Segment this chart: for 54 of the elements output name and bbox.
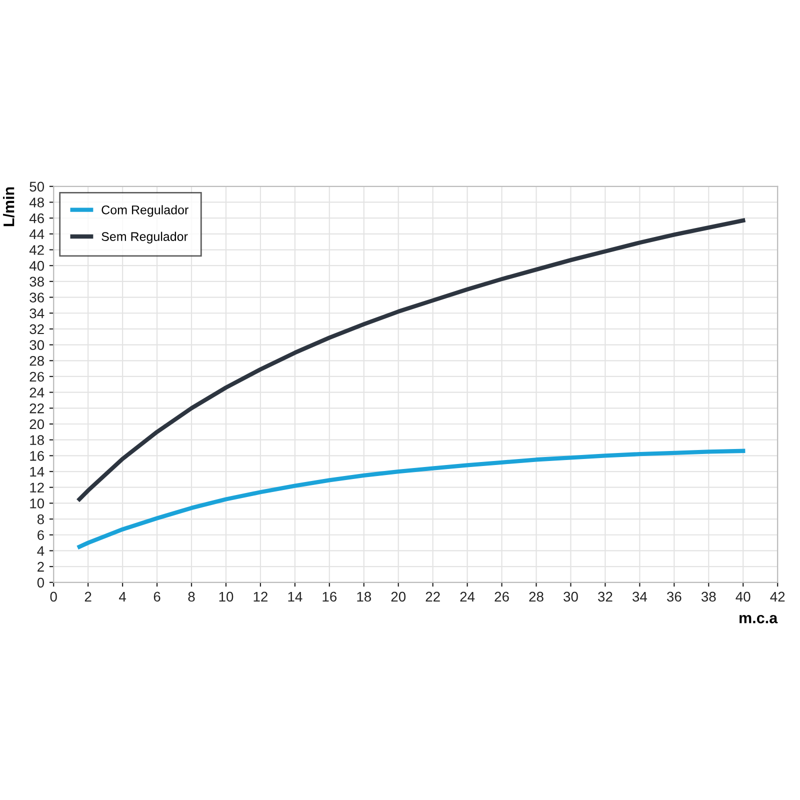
- y-tick-label: 8: [37, 514, 44, 524]
- x-tick-label: 14: [288, 592, 302, 602]
- x-tick-label: 18: [357, 592, 372, 602]
- y-tick-label: 12: [30, 482, 44, 492]
- x-tick-label: 20: [391, 592, 406, 602]
- y-tick-label: 48: [29, 198, 44, 208]
- y-tick-label: 20: [30, 419, 44, 430]
- x-tick-label: 16: [322, 592, 337, 602]
- x-tick-label: 0: [50, 592, 57, 602]
- x-tick-label: 40: [736, 592, 750, 602]
- x-tick-label: 22: [426, 592, 440, 602]
- x-tick-label: 24: [460, 592, 475, 602]
- y-tick-label: 44: [29, 229, 44, 239]
- y-tick-label: 42: [29, 245, 44, 255]
- x-tick-label: 34: [632, 592, 648, 602]
- x-axis-title: m.c.a: [740, 614, 778, 624]
- x-tick-label: 36: [666, 592, 682, 602]
- line-series: [77, 448, 746, 549]
- y-tick-label: 40: [29, 260, 44, 271]
- y-axis-title: L/min: [3, 187, 14, 226]
- legend-label: Com Regulador: [102, 205, 188, 217]
- y-tick-label: 6: [38, 530, 44, 540]
- x-tick-label: 4: [119, 592, 126, 602]
- y-tick-label: 30: [30, 340, 44, 350]
- y-tick-label: 28: [30, 356, 44, 366]
- y-tick-label: 14: [30, 466, 44, 477]
- legend-label: Sem Regulador: [102, 232, 188, 244]
- x-tick-label: 28: [529, 592, 544, 602]
- x-tick-label: 38: [701, 592, 716, 602]
- x-tick-label: 8: [188, 592, 195, 602]
- x-tick-label: 32: [598, 592, 612, 602]
- y-tick-label: 2: [38, 562, 44, 572]
- y-tick-label: 16: [30, 451, 44, 461]
- y-tick-label: 38: [30, 276, 44, 287]
- y-tick-label: 24: [30, 388, 44, 398]
- x-tick-label: 30: [564, 592, 578, 602]
- y-tick-label: 22: [30, 403, 44, 414]
- y-tick-label: 36: [30, 292, 44, 302]
- x-tick-label: 26: [494, 592, 509, 602]
- x-tick-label: 2: [84, 592, 92, 602]
- y-tick-label: 0: [37, 578, 44, 588]
- y-tick-label: 4: [37, 546, 44, 556]
- x-tick-label: 6: [154, 592, 160, 602]
- x-tick-label: 12: [254, 592, 268, 602]
- x-tick-label: 10: [219, 592, 234, 602]
- y-tick-label: 50: [30, 182, 44, 192]
- y-tick-label: 26: [30, 372, 44, 382]
- y-tick-label: 34: [30, 308, 44, 318]
- y-tick-label: 10: [30, 498, 44, 508]
- line-series: [77, 218, 746, 502]
- x-tick-label: 42: [770, 592, 785, 602]
- y-tick-label: 46: [29, 213, 44, 224]
- y-tick-label: 18: [30, 435, 44, 446]
- y-tick-label: 32: [30, 324, 44, 334]
